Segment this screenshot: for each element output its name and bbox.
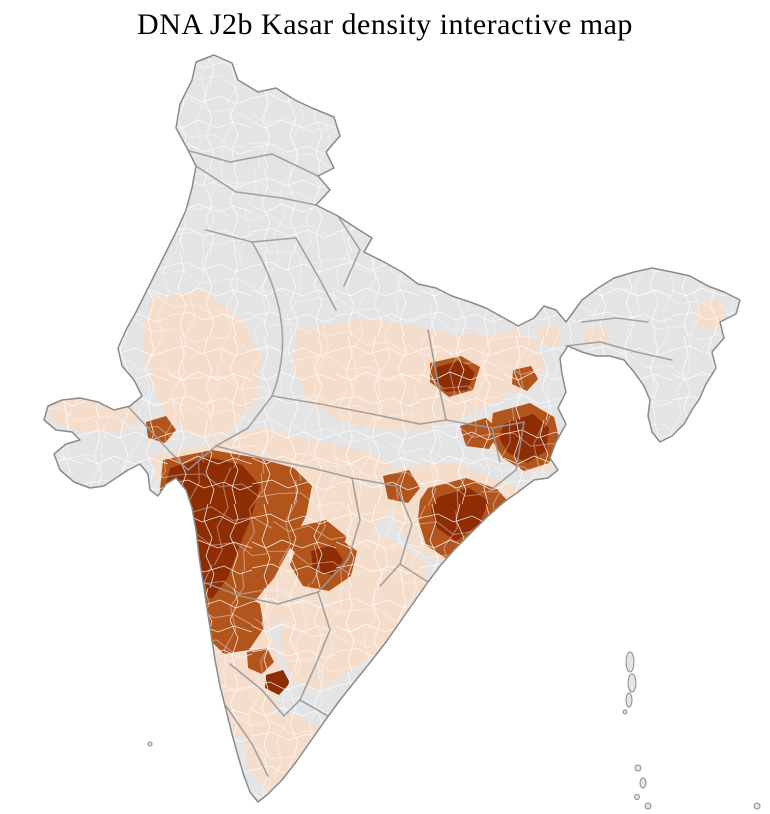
nicobar-island[interactable] — [644, 802, 652, 810]
state-borders — [119, 149, 673, 777]
page-title: DNA J2b Kasar density interactive map — [137, 8, 633, 41]
nicobar-island[interactable] — [639, 777, 647, 789]
andaman-island[interactable] — [627, 673, 637, 693]
india-outline — [43, 54, 741, 803]
andaman-island[interactable] — [625, 692, 633, 708]
lakshadweep-island[interactable] — [147, 741, 153, 747]
nicobar-island[interactable] — [753, 802, 761, 810]
andaman-island[interactable] — [625, 651, 635, 673]
andaman-island[interactable] — [622, 709, 628, 715]
nicobar-island[interactable] — [634, 764, 642, 772]
nicobar-island[interactable] — [634, 794, 640, 800]
andaman-nicobar-islands[interactable] — [147, 651, 761, 810]
